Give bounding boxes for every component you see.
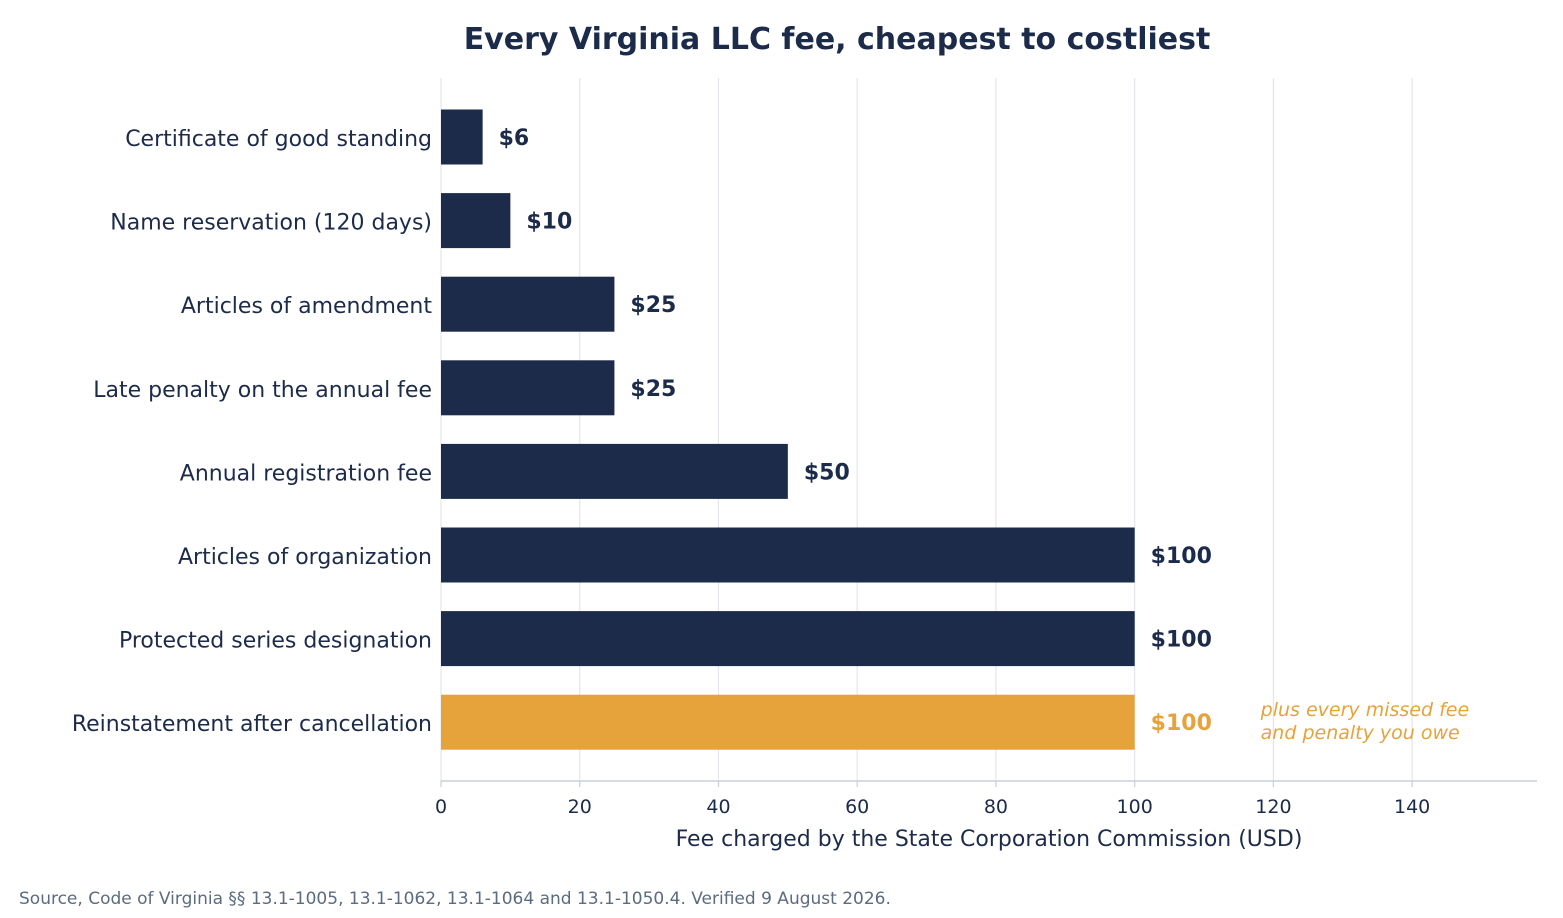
category-label: Name reservation (120 days) [110,211,432,236]
bars [441,109,1135,750]
value-label: $50 [804,460,850,485]
value-label: $25 [630,377,676,402]
x-tick-label: 20 [568,796,592,818]
bar [441,694,1135,750]
bar [441,193,511,249]
source-note: Source, Code of Virginia §§ 13.1-1005, 1… [19,889,891,909]
value-label: $100 [1151,711,1212,736]
value-label: $25 [630,293,676,318]
category-label: Late penalty on the annual fee [93,378,432,403]
category-label: Articles of amendment [181,294,432,319]
x-axis: 0 20 40 60 80 100 120 140 [435,780,1537,818]
category-label: Certificate of good standing [125,127,432,152]
bar [441,611,1135,667]
value-label: $6 [499,126,530,151]
category-label: Articles of organization [178,545,432,570]
bar [441,276,615,332]
x-tick-label: 0 [435,796,447,818]
category-label: Protected series designation [119,629,432,654]
x-tick-label: 40 [706,796,730,818]
category-labels: Certificate of good standing Name reserva… [72,127,433,737]
chart-title: Every Virginia LLC fee, cheapest to cost… [464,22,1211,57]
x-tick-label: 60 [845,796,869,818]
value-label: $100 [1151,628,1212,653]
value-label: $10 [526,210,572,235]
annotation-text: and penalty you owe [1261,722,1460,744]
x-tick-label: 80 [984,796,1008,818]
grid-lines [440,78,1413,781]
x-tick-label: 100 [1117,796,1153,818]
x-axis-label: Fee charged by the State Corporation Com… [676,827,1303,852]
x-tick-label: 140 [1394,796,1430,818]
bar [441,109,483,165]
annotation-text: plus every missed fee [1260,699,1469,721]
x-tick-label: 120 [1255,796,1291,818]
bar [441,527,1135,583]
value-labels: $6 $10 $25 $25 $50 $100 $100 $100 [499,126,1212,736]
category-label: Annual registration fee [180,461,432,486]
bar [441,443,788,499]
value-label: $100 [1151,544,1212,569]
category-label: Reinstatement after cancellation [72,712,432,737]
bar [441,360,615,416]
